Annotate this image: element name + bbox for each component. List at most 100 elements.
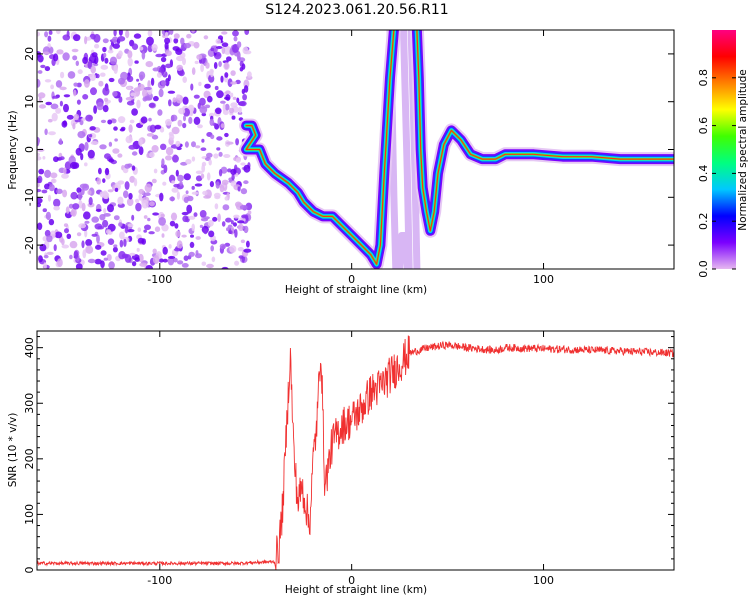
- noise-speckle: [157, 109, 163, 116]
- noise-speckle: [126, 75, 134, 83]
- noise-speckle: [145, 61, 154, 68]
- noise-speckle: [37, 70, 43, 74]
- y-tick-label: 100: [23, 504, 36, 525]
- noise-speckle: [215, 107, 222, 115]
- noise-speckle: [230, 70, 236, 76]
- noise-speckle: [191, 141, 196, 148]
- noise-speckle: [67, 71, 76, 79]
- noise-speckle: [60, 71, 65, 79]
- noise-speckle: [107, 189, 114, 193]
- noise-speckle: [216, 136, 223, 141]
- noise-speckle: [209, 181, 214, 188]
- noise-speckle: [99, 191, 105, 198]
- noise-speckle: [138, 146, 144, 156]
- noise-speckle: [158, 217, 167, 226]
- noise-speckle: [208, 112, 215, 118]
- noise-speckle: [48, 218, 55, 226]
- noise-speckle: [233, 214, 240, 219]
- noise-speckle: [72, 55, 78, 61]
- noise-speckle: [182, 76, 187, 83]
- noise-speckle: [81, 240, 85, 249]
- noise-speckle: [50, 103, 59, 110]
- noise-speckle: [61, 173, 69, 179]
- noise-speckle: [191, 67, 196, 75]
- noise-speckle: [37, 188, 42, 193]
- noise-speckle: [162, 246, 168, 255]
- y-tick-label: 10: [23, 95, 36, 109]
- noise-speckle: [175, 230, 181, 237]
- noise-speckle: [108, 141, 113, 147]
- noise-speckle: [84, 36, 88, 45]
- noise-speckle: [131, 108, 139, 116]
- noise-speckle: [112, 43, 121, 49]
- noise-speckle: [69, 240, 78, 249]
- noise-speckle: [131, 151, 138, 156]
- noise-speckle: [243, 248, 252, 253]
- noise-speckle: [246, 240, 250, 248]
- noise-speckle: [47, 118, 53, 123]
- noise-speckle: [231, 174, 235, 181]
- noise-speckle: [235, 138, 240, 146]
- noise-speckle: [38, 92, 46, 99]
- noise-speckle: [200, 63, 205, 73]
- noise-speckle: [139, 262, 148, 267]
- noise-speckle: [103, 213, 111, 217]
- noise-speckle: [212, 216, 218, 222]
- noise-speckle: [148, 231, 155, 235]
- noise-speckle: [106, 229, 112, 235]
- noise-speckle: [89, 73, 96, 81]
- noise-speckle: [171, 180, 176, 184]
- noise-speckle: [104, 57, 109, 64]
- noise-speckle: [137, 227, 142, 232]
- noise-speckle: [210, 245, 214, 252]
- noise-speckle: [207, 95, 213, 103]
- noise-speckle: [215, 38, 222, 44]
- noise-speckle: [239, 204, 248, 210]
- noise-speckle: [55, 107, 61, 114]
- noise-speckle: [218, 169, 223, 177]
- noise-speckle: [46, 251, 54, 255]
- noise-speckle: [87, 258, 96, 264]
- noise-speckle: [55, 30, 61, 35]
- noise-speckle: [138, 193, 143, 201]
- noise-speckle: [93, 33, 101, 43]
- noise-speckle: [238, 255, 245, 259]
- colorbar-gradient: [712, 30, 736, 269]
- noise-speckle: [102, 178, 106, 184]
- noise-speckle: [193, 41, 200, 49]
- y-tick-label: 0: [23, 567, 36, 574]
- noise-speckle: [53, 244, 57, 252]
- noise-speckle: [199, 97, 206, 106]
- colorbar-tick-label: 0.2: [697, 212, 710, 230]
- noise-speckle: [146, 36, 154, 46]
- noise-speckle: [56, 188, 63, 194]
- noise-speckle: [143, 215, 148, 219]
- noise-speckle: [208, 159, 212, 166]
- noise-speckle: [136, 247, 140, 252]
- noise-speckle: [224, 103, 230, 111]
- noise-speckle: [73, 34, 81, 42]
- noise-speckle: [37, 54, 44, 63]
- noise-speckle: [200, 173, 205, 179]
- noise-speckle: [62, 189, 68, 198]
- noise-speckle: [236, 51, 241, 60]
- noise-speckle: [183, 255, 189, 261]
- noise-speckle: [240, 162, 246, 166]
- noise-speckle: [99, 144, 107, 150]
- noise-speckle: [191, 156, 196, 162]
- noise-speckle: [47, 194, 52, 202]
- noise-speckle: [100, 119, 107, 124]
- noise-speckle: [234, 260, 240, 266]
- noise-speckle: [88, 197, 93, 206]
- noise-speckle: [117, 180, 125, 185]
- noise-speckle: [104, 167, 110, 176]
- noise-speckle: [50, 172, 58, 179]
- noise-speckle: [38, 168, 45, 175]
- chart-title: S124.2023.061.20.56.R11: [265, 2, 448, 18]
- noise-speckle: [204, 83, 211, 89]
- noise-speckle: [108, 158, 115, 163]
- noise-speckle: [225, 94, 231, 101]
- noise-speckle: [48, 131, 56, 136]
- spectrogram-marks: [37, 30, 674, 269]
- noise-speckle: [81, 202, 86, 212]
